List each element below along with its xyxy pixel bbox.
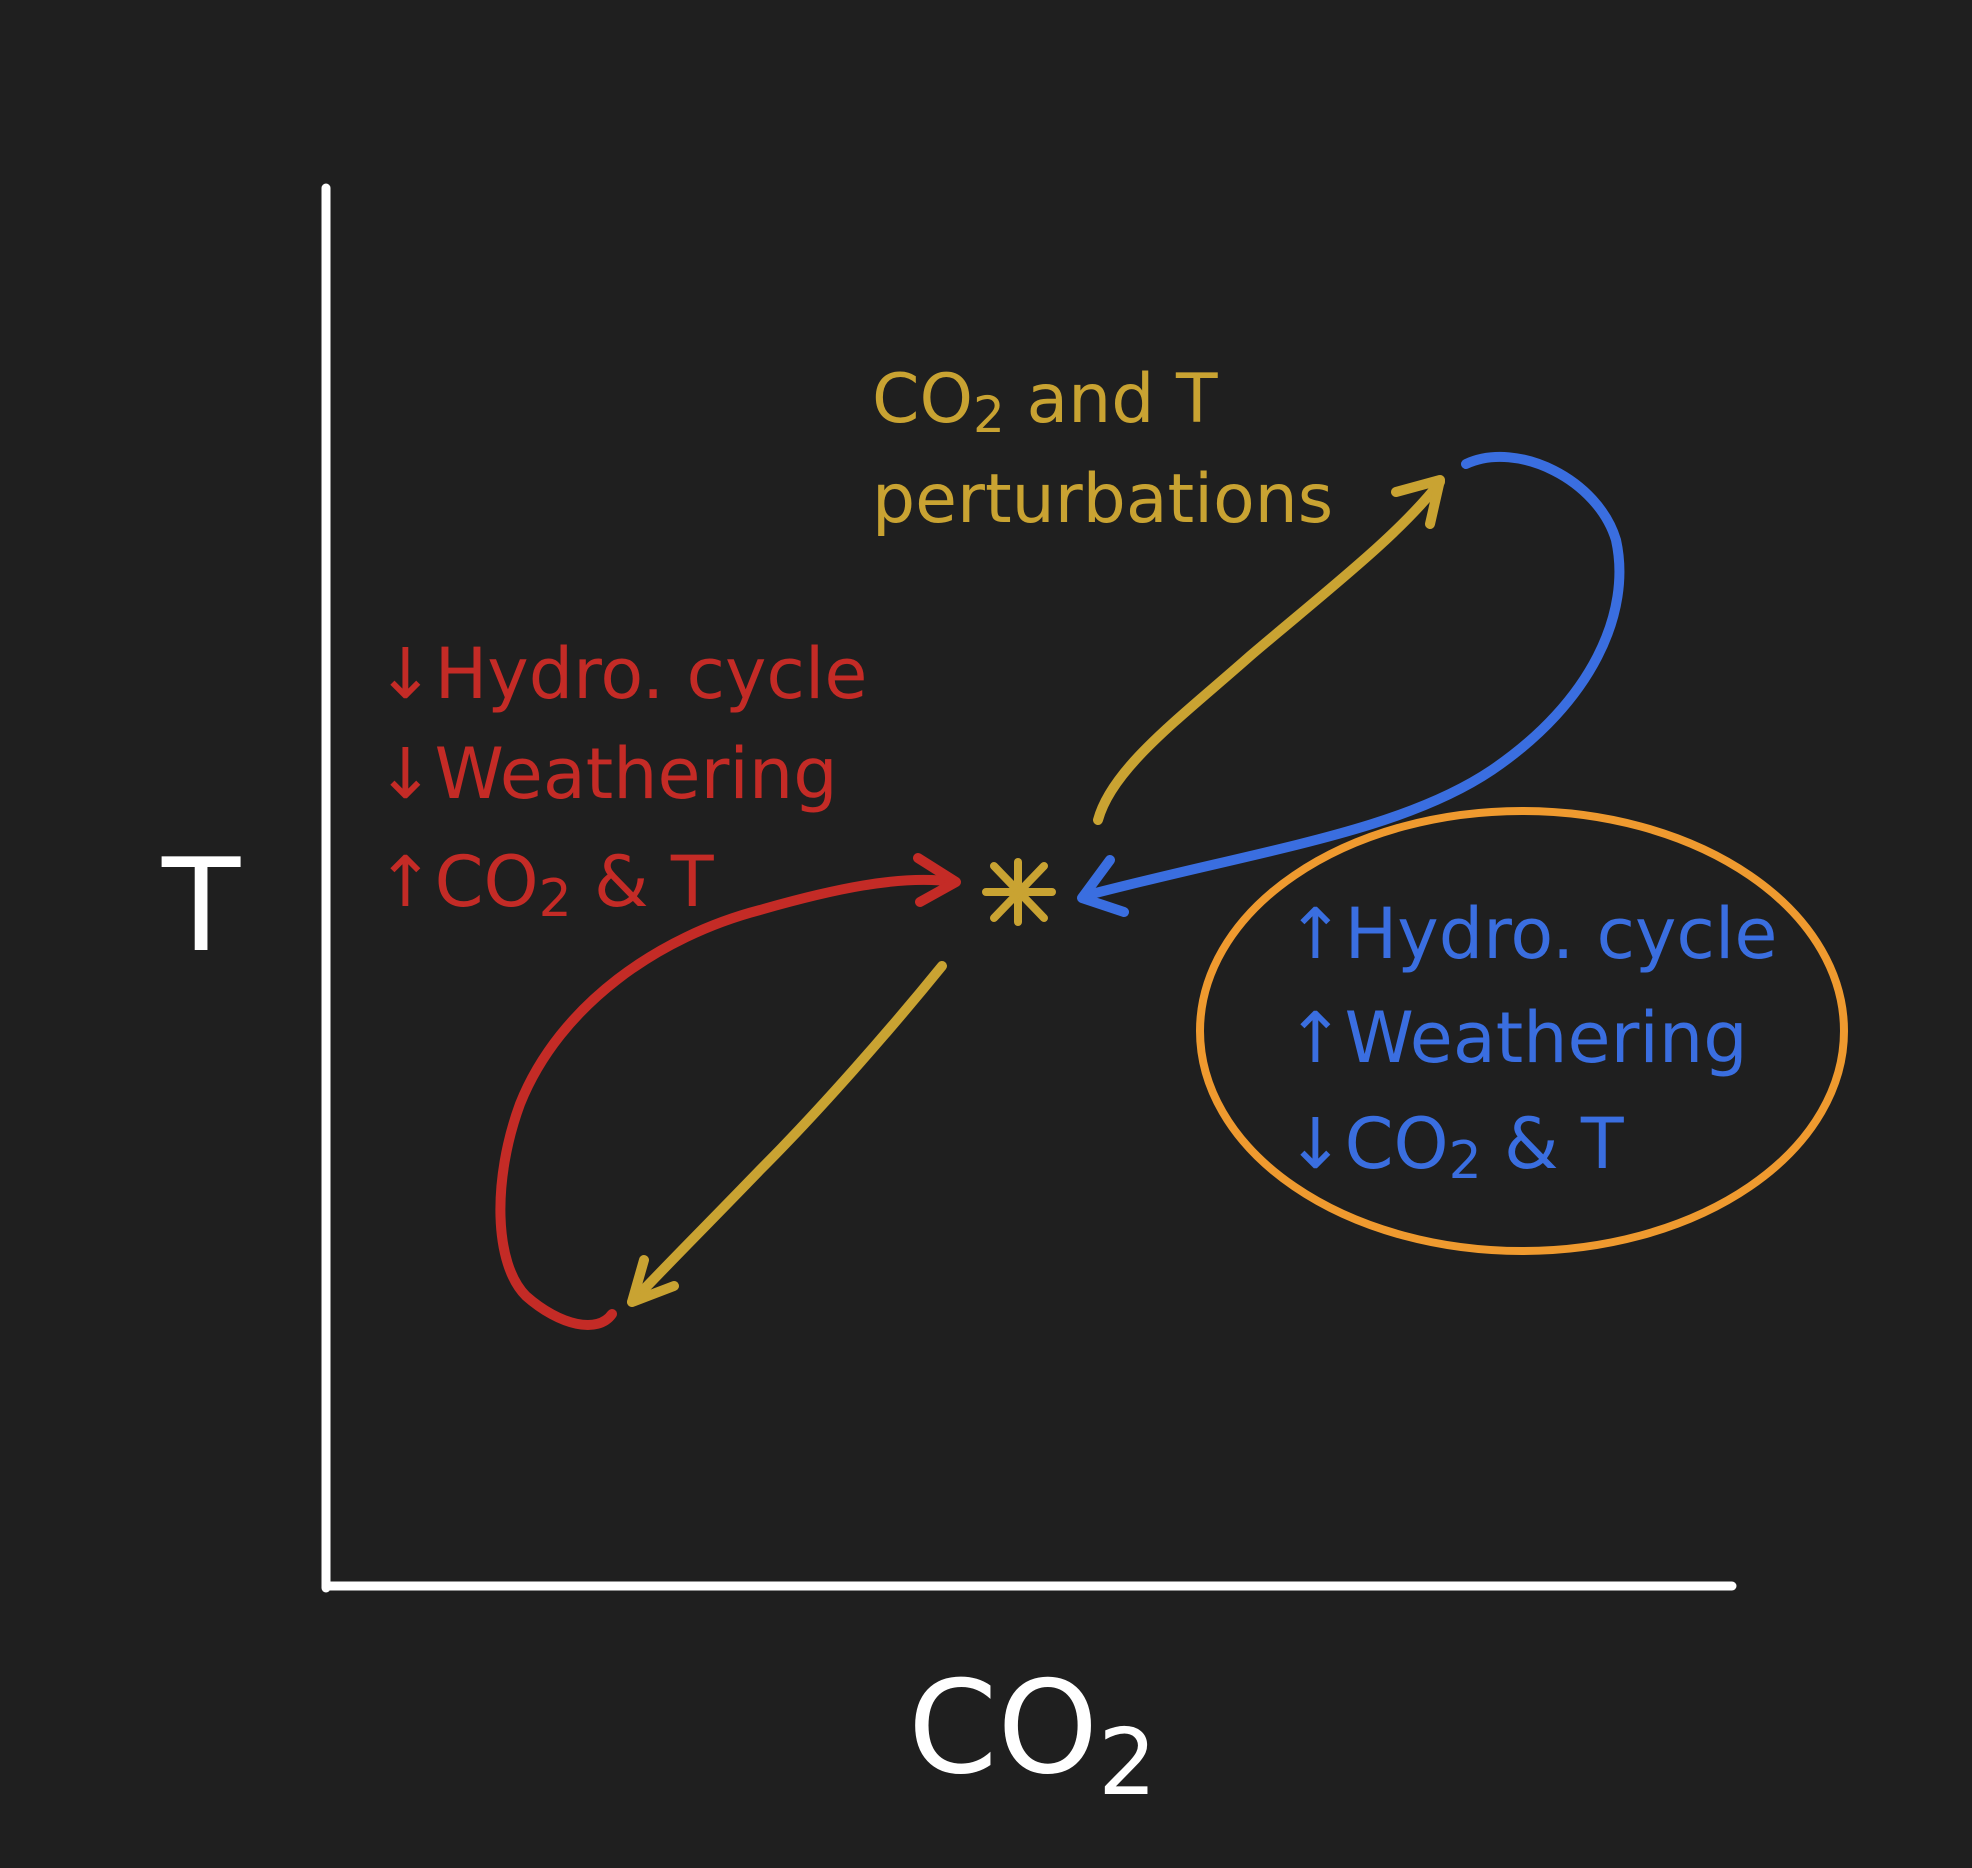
cooling-line3-main: ↑CO — [376, 841, 539, 923]
warming-line3-sub: 2 — [1449, 1131, 1482, 1191]
perturbation-arrow-up — [1093, 475, 1445, 825]
y-axis-label: T — [161, 832, 241, 981]
cooling-line2: ↓Weathering — [376, 733, 838, 815]
svg-text:CO2 and T: CO2 and T — [872, 360, 1218, 444]
warming-line1: ↑Hydro. cycle — [1286, 893, 1777, 975]
svg-text:↑CO2 & T: ↑CO2 & T — [376, 841, 714, 929]
cooling-line3-sub: 2 — [539, 869, 572, 929]
perturbation-arrow-down — [627, 961, 947, 1307]
highlight-ellipse — [1196, 807, 1848, 1255]
svg-text:↓CO2 & T: ↓CO2 & T — [1286, 1103, 1624, 1191]
cooling-line1: ↓Hydro. cycle — [376, 633, 867, 715]
perturbation-label: CO2 and T perturbations — [872, 360, 1333, 539]
x-axis-label: CO2 — [908, 1654, 1157, 1816]
perturbation-line1-rest: and T — [1005, 360, 1218, 439]
cooling-response-text: ↓Hydro. cycle ↓Weathering ↑CO2 & T — [376, 633, 867, 929]
warming-line3-main: ↓CO — [1286, 1103, 1449, 1185]
perturbation-line1-sub: 2 — [973, 386, 1005, 444]
equilibrium-star-icon — [982, 858, 1056, 926]
cooling-line3-rest: & T — [572, 841, 714, 923]
perturbation-line1-main: CO — [872, 360, 973, 439]
warming-line2: ↑Weathering — [1286, 997, 1748, 1079]
x-axis-label-main: CO — [908, 1654, 1098, 1803]
x-axis-label-sub: 2 — [1098, 1709, 1157, 1816]
axes — [321, 183, 1737, 1593]
cooling-feedback-arrow — [495, 853, 961, 1330]
warming-feedback-arrow — [1077, 451, 1625, 917]
warming-response-text: ↑Hydro. cycle ↑Weathering ↓CO2 & T — [1286, 893, 1777, 1191]
perturbation-line2: perturbations — [872, 460, 1333, 539]
warming-line3-rest: & T — [1482, 1103, 1624, 1185]
